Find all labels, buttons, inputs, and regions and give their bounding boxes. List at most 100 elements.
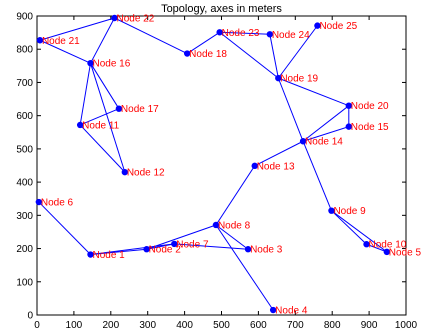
edge-line <box>114 17 188 54</box>
edge-line <box>302 141 332 211</box>
edge-line <box>79 63 91 126</box>
edge-line <box>90 17 115 64</box>
node-point <box>115 105 123 112</box>
edge-line <box>38 201 91 255</box>
node-point <box>266 31 274 38</box>
node-point <box>171 240 178 248</box>
node-point <box>269 306 277 314</box>
node-label: Node 22 <box>116 13 154 24</box>
node-point <box>36 37 44 44</box>
x-tick-label: 800 <box>324 320 341 331</box>
node-label: Node 23 <box>222 28 260 39</box>
node-label: Node 11 <box>82 120 120 131</box>
node-point <box>275 74 282 82</box>
y-tick-label: 800 <box>16 45 33 56</box>
node-point <box>111 14 118 22</box>
edge-line <box>79 108 120 126</box>
x-tick-label: 1000 <box>395 320 418 331</box>
x-tick-label: 100 <box>66 320 83 331</box>
node-label: Node 18 <box>189 49 227 60</box>
node-point <box>35 198 43 206</box>
node-point <box>299 138 307 145</box>
x-tick-label: 400 <box>176 320 193 331</box>
node-point <box>314 22 321 29</box>
edge-line <box>215 224 249 250</box>
node-point <box>383 248 391 256</box>
node-point <box>143 246 150 253</box>
y-tick-label: 700 <box>16 78 33 89</box>
edge-line <box>269 34 279 79</box>
y-tick-label: 400 <box>16 178 33 189</box>
node-label: Node 8 <box>218 220 251 231</box>
edge-line <box>174 243 249 250</box>
x-tick-label: 300 <box>139 320 156 331</box>
edge-line <box>302 105 350 142</box>
edge-line <box>186 31 220 54</box>
y-tick-label: 100 <box>16 277 33 288</box>
node-point <box>251 162 258 170</box>
node-label: Node 25 <box>319 21 357 32</box>
edge-line <box>90 63 126 173</box>
edges-layer <box>38 17 388 311</box>
node-label: Node 20 <box>351 101 389 112</box>
node-point <box>212 221 220 229</box>
y-tick-label: 300 <box>16 211 33 222</box>
y-tick-label: 500 <box>16 144 33 155</box>
node-label: Node 13 <box>257 161 295 172</box>
edge-line <box>146 243 175 250</box>
y-tick-label: 0 <box>27 311 33 322</box>
x-tick-label: 700 <box>287 320 304 331</box>
edge-line <box>331 210 388 253</box>
node-label: Node 21 <box>42 36 80 47</box>
node-point <box>76 121 84 129</box>
node-label: Node 5 <box>389 247 422 258</box>
node-point <box>244 246 252 253</box>
node-point <box>121 168 129 176</box>
chart-title: Topology, axes in meters <box>161 3 282 15</box>
node-label: Node 6 <box>41 198 74 209</box>
x-tick-label: 900 <box>361 320 378 331</box>
edge-line <box>278 77 349 107</box>
node-point <box>345 123 353 130</box>
node-point <box>183 50 191 57</box>
node-point <box>345 102 353 109</box>
edge-line <box>90 243 175 256</box>
node-label: Node 7 <box>176 239 209 250</box>
x-tick-label: 500 <box>213 320 230 331</box>
edge-line <box>146 224 217 250</box>
edge-line <box>302 126 349 142</box>
edge-line <box>254 140 304 167</box>
node-label: Node 3 <box>250 245 283 256</box>
x-tick-label: 0 <box>34 320 40 331</box>
node-point <box>216 29 223 36</box>
node-label: Node 15 <box>351 122 389 133</box>
edge-line <box>277 25 318 79</box>
y-tick-label: 600 <box>16 111 33 122</box>
edge-line <box>366 243 387 253</box>
node-label: Node 2 <box>149 245 182 256</box>
edge-line <box>215 165 256 226</box>
edge-line <box>39 39 91 64</box>
edge-line <box>90 62 120 109</box>
node-point <box>87 251 94 258</box>
node-label: Node 16 <box>93 59 131 70</box>
x-tick-label: 200 <box>102 320 119 331</box>
edge-line <box>277 77 304 142</box>
edge-line <box>79 124 126 173</box>
node-point <box>87 59 94 67</box>
node-label: Node 1 <box>93 250 126 261</box>
node-label: Node 9 <box>333 206 366 217</box>
node-label: Node 19 <box>280 74 318 85</box>
axis-ticks: 0 100 200 300 400 500 600 700 800 900 1000 0 100 200 3… <box>16 12 417 332</box>
node-point <box>363 241 370 248</box>
node-point <box>328 207 335 214</box>
edge-line <box>219 31 270 35</box>
x-tick-label: 600 <box>250 320 267 331</box>
node-label: Node 14 <box>305 137 343 148</box>
y-tick-label: 200 <box>16 244 33 255</box>
node-label: Node 12 <box>127 168 165 179</box>
node-label: Node 10 <box>369 240 407 251</box>
edge-line <box>219 31 279 79</box>
edge-line <box>215 224 274 311</box>
